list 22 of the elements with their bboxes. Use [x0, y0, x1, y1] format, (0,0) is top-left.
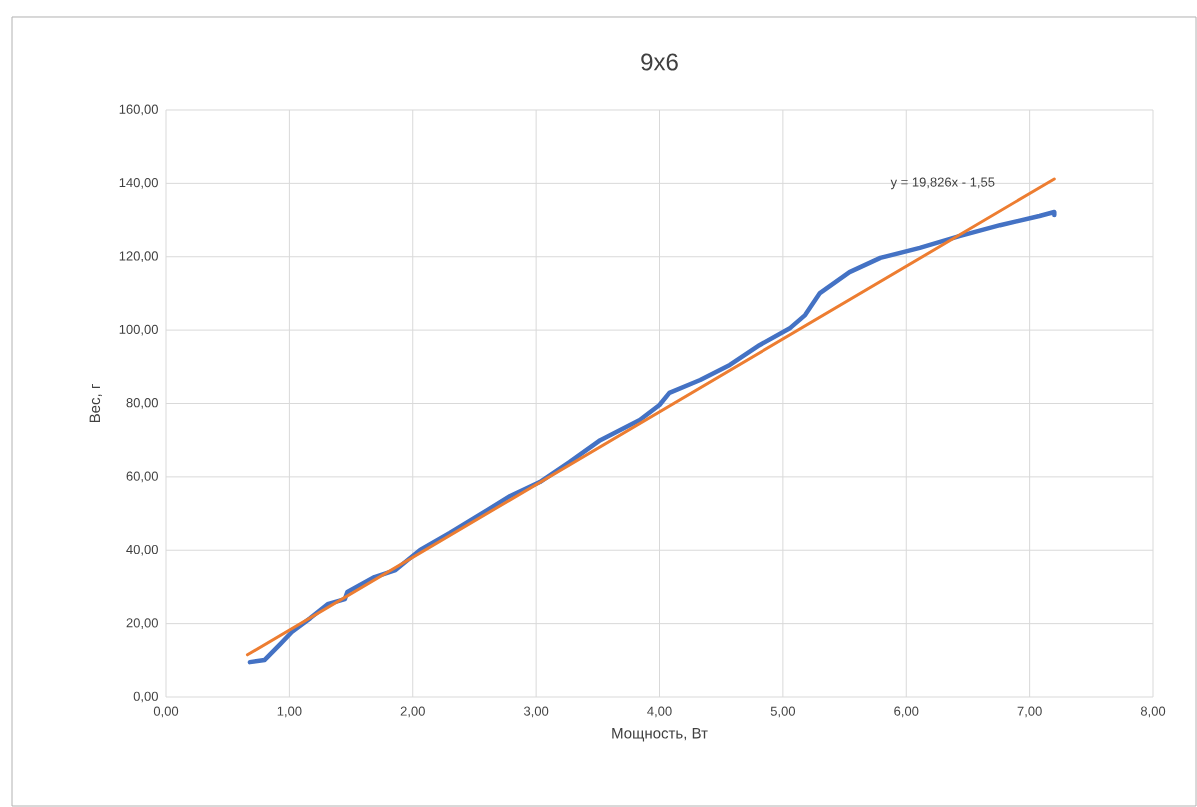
x-tick-label: 8,00: [1140, 706, 1166, 718]
x-tick-label: 0,00: [153, 706, 179, 718]
y-tick-label: 140,00: [119, 178, 158, 189]
x-tick-label: 5,00: [770, 706, 796, 718]
y-tick-label: 60,00: [126, 471, 158, 483]
y-tick-label: 20,00: [126, 618, 158, 629]
x-tick-label: 7,00: [1017, 706, 1042, 718]
y-tick-label: 120,00: [119, 251, 158, 263]
y-tick-label: 160,00: [119, 104, 158, 116]
y-tick-label: 100,00: [119, 324, 158, 336]
y-tick-label: 40,00: [126, 544, 158, 556]
x-tick-label: 1,00: [277, 706, 302, 718]
x-axis-title: Мощность, Вт: [612, 728, 708, 742]
x-tick-label: 3,00: [523, 706, 549, 718]
x-tick-label: 4,00: [647, 706, 672, 718]
annotation: y = 19,826x - 1,55: [890, 177, 995, 190]
x-tick-label: 6,00: [894, 706, 919, 718]
y-tick-label: 0,00: [133, 691, 158, 703]
y-axis-title: Вес, г: [89, 384, 102, 423]
y-tick-label: 80,00: [126, 398, 158, 409]
x-tick-label: 2,00: [400, 706, 425, 718]
chart-title: 9x6: [641, 53, 678, 71]
